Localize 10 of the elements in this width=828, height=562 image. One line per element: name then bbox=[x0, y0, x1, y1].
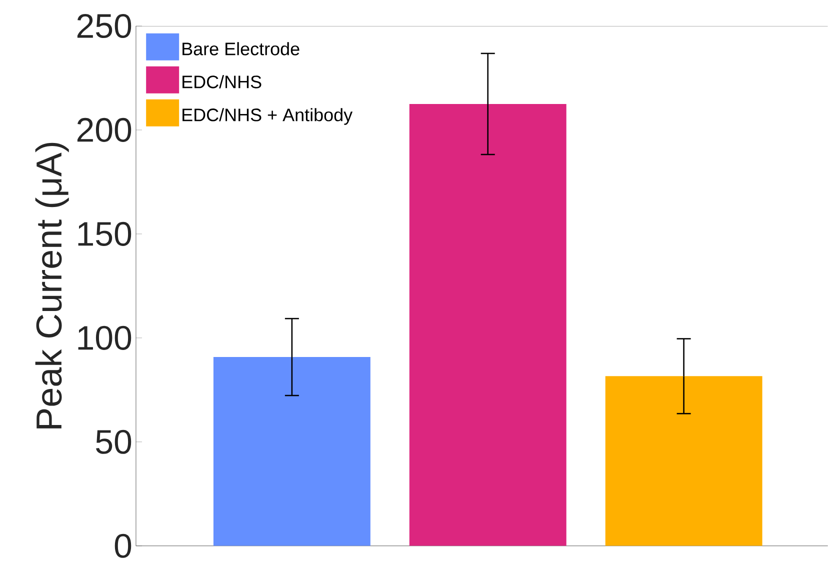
legend-label: Bare Electrode bbox=[182, 42, 300, 56]
y-axis-title: Peak Current (μA) bbox=[35, 142, 69, 428]
y-tick-label: 250 bbox=[77, 14, 132, 38]
y-tick-label: 100 bbox=[78, 326, 132, 350]
y-tick-label: 200 bbox=[77, 118, 132, 142]
legend-label: EDC/NHS + Antibody bbox=[182, 108, 353, 125]
y-tick-label: 150 bbox=[78, 222, 132, 246]
y-tick-label: 50 bbox=[96, 430, 132, 454]
y-tick-label: 0 bbox=[114, 534, 132, 558]
legend-label: EDC/NHS bbox=[182, 75, 262, 88]
